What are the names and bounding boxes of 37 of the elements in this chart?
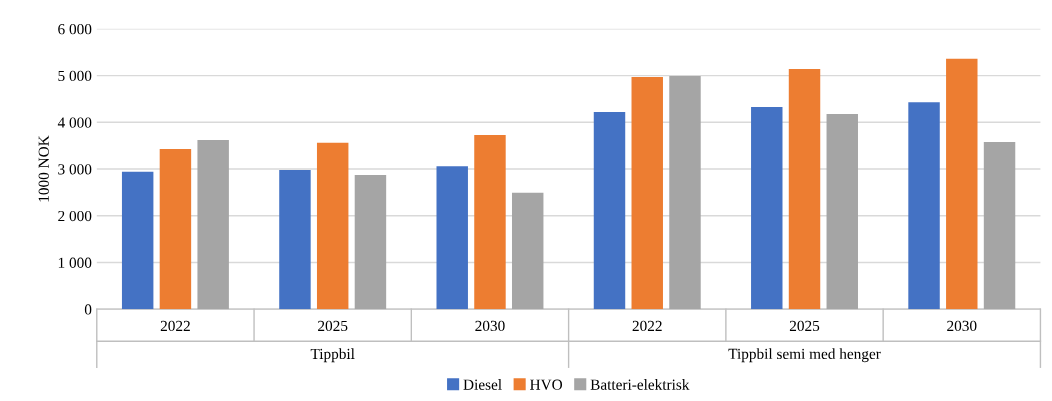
- bar: [511, 192, 544, 310]
- x-tick-label: 2025: [318, 320, 348, 332]
- y-tick-label: 2 000: [58, 210, 92, 222]
- bar: [159, 148, 192, 310]
- y-tick-label: 6 000: [58, 24, 92, 35]
- legend-label: HVO: [530, 379, 563, 390]
- x-tick-label: 2025: [789, 320, 820, 332]
- bar: [826, 113, 858, 310]
- bar: [121, 171, 154, 310]
- bar: [436, 166, 468, 310]
- bar: [279, 169, 311, 310]
- x-tick-label: 2030: [475, 320, 505, 332]
- text: Tippbil semi med henger: [728, 348, 881, 363]
- bar: [983, 141, 1016, 310]
- y-tick-label: 3 000: [58, 164, 92, 175]
- bar: [946, 58, 978, 310]
- bar: [751, 106, 783, 310]
- bar: [908, 102, 940, 310]
- bar: [474, 134, 506, 310]
- bar: [631, 76, 663, 310]
- bar: [354, 175, 387, 310]
- y-tick-label: 4 000: [57, 117, 92, 128]
- y-tick-label: 5 000: [58, 70, 92, 82]
- bar: [316, 142, 349, 310]
- legend-label: Diesel: [463, 379, 502, 390]
- y-tick-label: 1 000: [58, 257, 92, 268]
- bar: [593, 112, 626, 310]
- y-axis-title: 1000 NOK: [38, 135, 49, 202]
- bar: [669, 76, 701, 310]
- bar: [197, 140, 229, 310]
- bar: [788, 69, 821, 310]
- legend-label: Batteri-elektrisk: [590, 379, 690, 390]
- y-tick-label: 0: [84, 304, 92, 315]
- x-tick-label: 2030: [947, 320, 977, 332]
- x-tick-label: 2022: [632, 320, 662, 332]
- x-tick-label: 2022: [160, 320, 190, 332]
- text: Tippbil: [310, 348, 355, 363]
